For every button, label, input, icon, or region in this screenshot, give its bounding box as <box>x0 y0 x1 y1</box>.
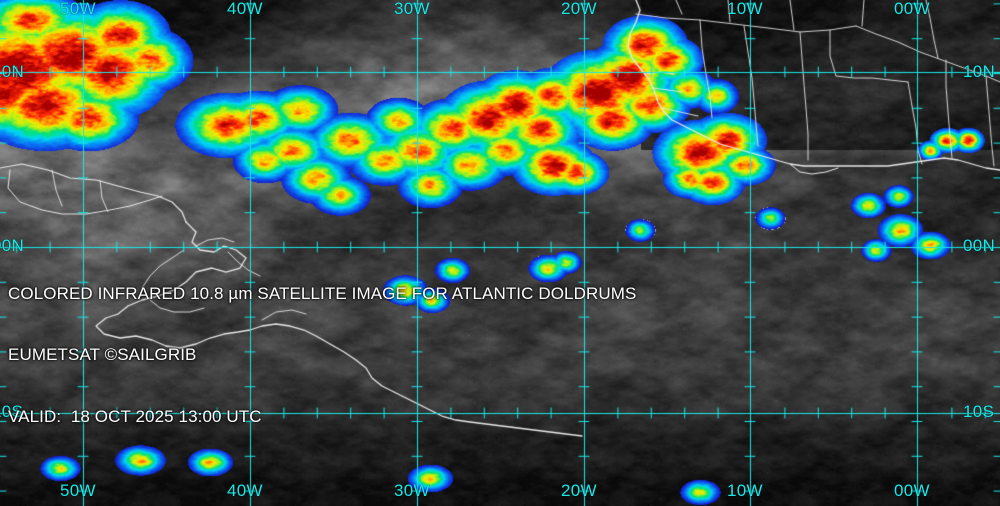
lon-label-top-20w: 20W <box>561 0 597 18</box>
lat-label-left-00n: 00N <box>0 236 25 255</box>
lon-label-bottom-00w: 00W <box>894 481 930 500</box>
lat-label-right-10n: 10N <box>963 62 996 81</box>
lat-label-left-10n: 10N <box>0 62 25 81</box>
lon-label-bottom-20w: 20W <box>561 481 597 500</box>
lon-label-top-40w: 40W <box>227 0 263 18</box>
lon-label-bottom-30w: 30W <box>394 481 430 500</box>
lon-label-top-00w: 00W <box>894 0 930 18</box>
lat-label-right-00n: 00N <box>963 236 996 255</box>
lon-label-bottom-10w: 10W <box>727 481 763 500</box>
lon-label-top-50w: 50W <box>60 0 96 18</box>
lat-label-left-10s: 10S <box>0 402 24 421</box>
lon-label-bottom-50w: 50W <box>60 481 96 500</box>
lon-label-top-30w: 30W <box>394 0 430 18</box>
lat-label-right-10s: 10S <box>963 402 995 421</box>
lon-label-top-10w: 10W <box>727 0 763 18</box>
lon-label-bottom-40w: 40W <box>227 481 263 500</box>
